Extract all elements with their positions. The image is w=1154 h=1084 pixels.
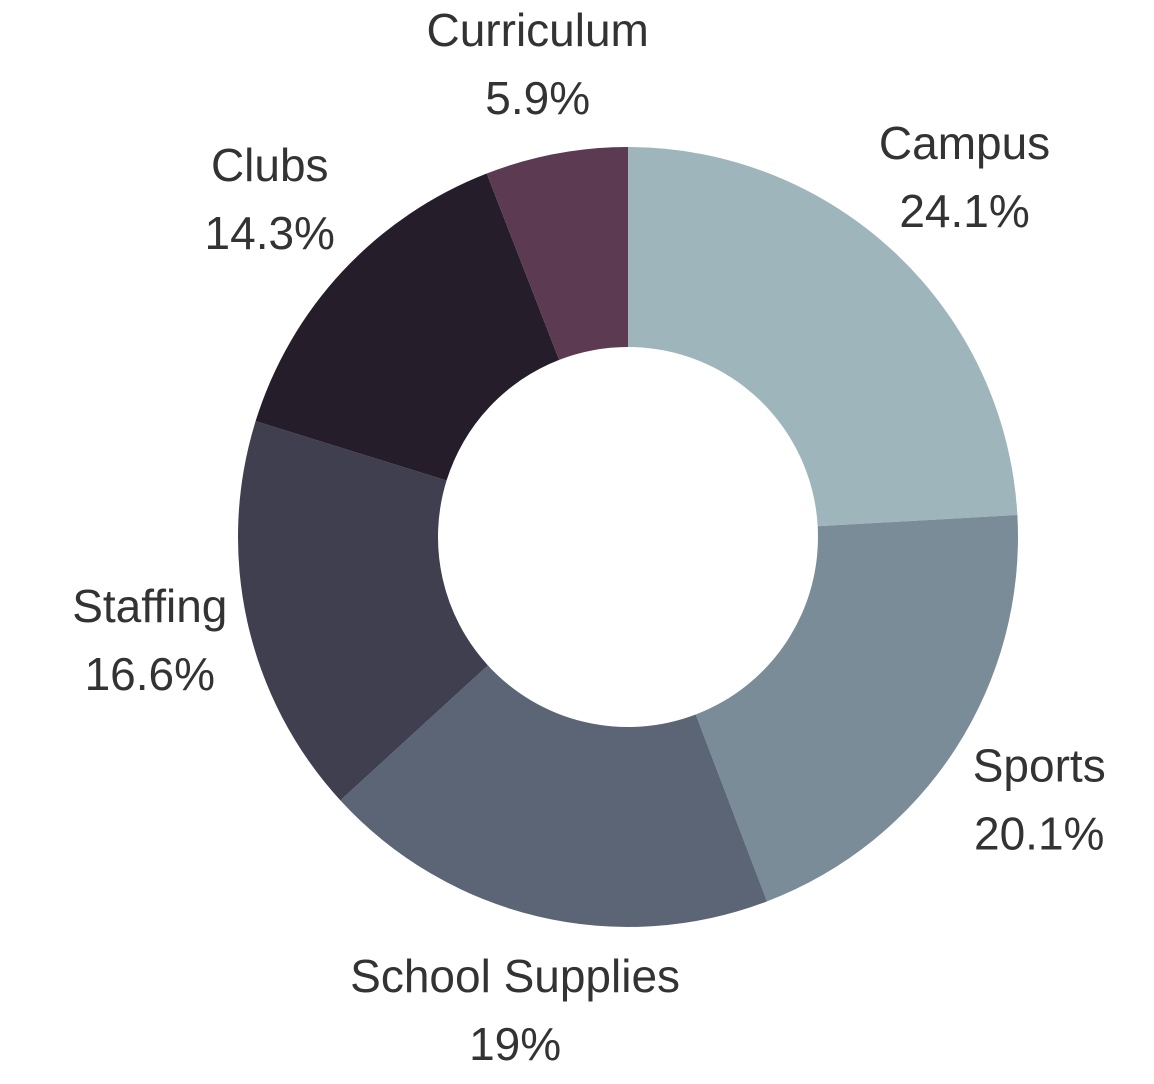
slice-label: Curriculum bbox=[427, 4, 649, 56]
slice-value-label: 20.1% bbox=[974, 808, 1104, 860]
slice-label: Clubs bbox=[211, 139, 329, 191]
donut-slice bbox=[340, 665, 768, 928]
slice-value-label: 14.3% bbox=[205, 207, 335, 259]
slice-label: School Supplies bbox=[350, 950, 680, 1002]
donut-slice bbox=[628, 147, 1018, 527]
donut-slice bbox=[486, 147, 628, 360]
donut-slice bbox=[255, 173, 560, 481]
slice-label: Campus bbox=[879, 117, 1050, 169]
donut-slice bbox=[695, 514, 1019, 902]
slice-label: Sports bbox=[973, 740, 1106, 792]
slice-label: Staffing bbox=[72, 580, 227, 632]
slice-value-label: 5.9% bbox=[485, 72, 590, 124]
slice-value-label: 24.1% bbox=[899, 185, 1029, 237]
slice-value-label: 19% bbox=[469, 1018, 561, 1070]
slice-value-label: 16.6% bbox=[85, 648, 215, 700]
donut-slice bbox=[237, 421, 488, 801]
